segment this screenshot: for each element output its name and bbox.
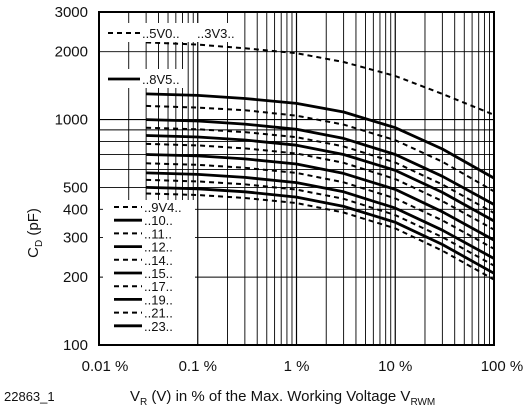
x-tick-labels: 0.01 % 0.1 % 1 % 10 % 100 % [82,358,524,375]
legend-entry: ..21.. [114,306,173,321]
y-tick-label: 300 [63,229,88,246]
legend-label: ..21.. [144,306,173,321]
y-tick-label: 100 [63,337,88,354]
x-tick-label: 10 % [378,358,412,375]
x-axis-label-text: (V) in % of the Max. Working Voltage V [147,388,410,405]
legend-box-top [103,23,236,42]
series-line-10 [146,171,495,260]
legend-entry: ..17.. [114,279,173,294]
legend-label: ..8V5.. [142,72,180,87]
y-axis-label-main: C [25,247,42,258]
y-tick-label: 400 [63,201,88,218]
y-tick-label: 500 [63,179,88,196]
y-tick-label: 2000 [55,44,88,61]
legend-label: ..9V4.. [144,200,182,215]
series-line-4 [146,118,495,206]
series-line-8 [146,153,495,242]
plot-frame [98,11,495,346]
series-line-7 [146,142,495,231]
legend-label: ..19.. [144,292,173,307]
legend-label: ..5V0.. [142,26,180,41]
series-line-3 [146,104,495,193]
y-tick-label: 3000 [55,4,88,21]
legend-entry: ..19.. [114,292,173,307]
x-axis-label-sub-r: R [140,397,147,408]
legend-entry: ..9V4.. [114,200,182,215]
series-line-1 [146,41,495,116]
series-line-6 [146,134,495,223]
series-line-13 [146,192,495,281]
y-tick-label: 1000 [55,112,88,129]
y-axis-label-unit: (pF) [25,208,42,240]
legend: ..5V0.. ..3V3.. ..8V5.. ..9V4....10....11..… [103,23,236,345]
x-tick-label: 0.1 % [179,358,217,375]
legend-entry: ..14.. [114,253,173,268]
legend-label: ..11.. [144,226,172,241]
series-line-9 [146,162,495,250]
legend-box-mid [103,69,187,88]
x-tick-label: 0.01 % [82,358,129,375]
legend-label: ..17.. [144,279,173,294]
legend-label: ..10.. [144,213,173,228]
x-axis-label: VR (V) in % of the Max. Working Voltage … [130,388,435,408]
x-axis-label-sub-rwm: RWM [410,397,435,408]
figure-code: 22863_1 [4,389,55,404]
legend-label: ..14.. [144,253,173,268]
legend-entry: ..5V0.. [108,26,180,41]
series-line-11 [146,178,495,267]
legend-entry: ..10.. [114,213,173,228]
y-axis-label-sub: D [34,240,45,247]
series-line-2 [146,92,495,180]
legend-label: ..12.. [144,240,173,255]
series-line-12 [146,186,495,275]
y-axis-label: CD (pF) [25,208,45,258]
x-tick-label: 100 % [481,358,524,375]
y-tick-labels: 100 200 300 400 500 1000 2000 3000 [55,4,88,354]
series-line-5 [146,126,495,214]
x-tick-label: 1 % [284,358,310,375]
legend-entry: ..23.. [114,319,173,334]
series-lines [146,41,495,281]
legend-label: ..23.. [144,319,173,334]
y-tick-label: 200 [63,269,88,286]
legend-entry: ..8V5.. [108,72,180,87]
legend-entry: ..11.. [114,226,172,241]
legend-entry: ..15.. [114,266,173,281]
x-axis-label-v: V [130,388,140,405]
legend-entry: ..12.. [114,240,173,255]
legend-label: ..3V3.. [197,26,235,41]
legend-label: ..15.. [144,266,173,281]
